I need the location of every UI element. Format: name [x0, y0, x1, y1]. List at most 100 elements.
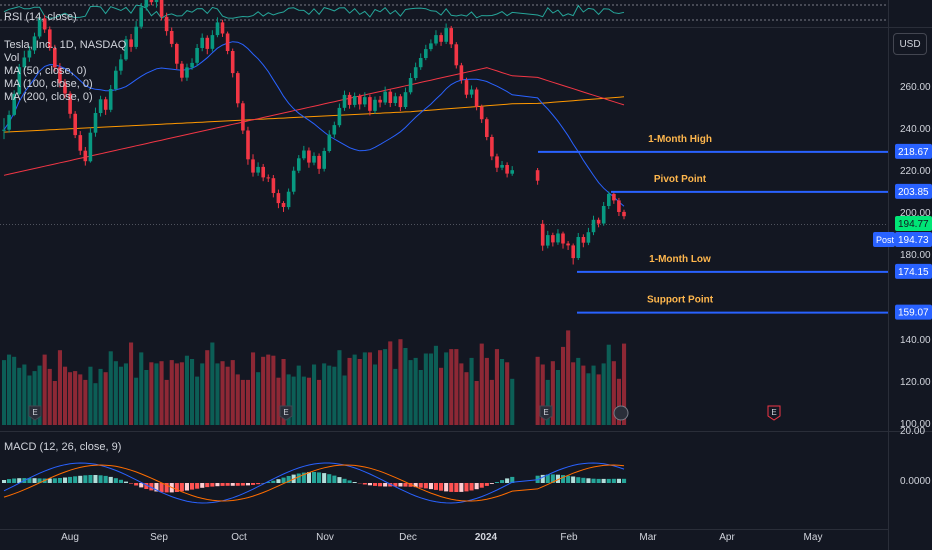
- macd-histogram-bar: [591, 478, 596, 483]
- volume-bar: [73, 371, 78, 425]
- macd-histogram-bar: [129, 483, 134, 484]
- volume-bar: [68, 372, 73, 425]
- macd-histogram-bar: [586, 478, 591, 483]
- macd-histogram-bar: [210, 483, 215, 487]
- candle-body: [434, 35, 438, 44]
- macd-histogram-bar: [68, 476, 73, 483]
- volume-bar: [500, 359, 505, 425]
- macd-histogram-bar: [398, 483, 403, 487]
- macd-histogram-bar: [256, 483, 261, 485]
- macd-legend[interactable]: MACD (12, 26, close, 9): [4, 441, 122, 453]
- volume-bar: [479, 343, 484, 425]
- volume-bar: [154, 363, 159, 425]
- annotation-label: 1-Month Low: [649, 254, 711, 265]
- price-badge-label: 174.15: [898, 267, 929, 278]
- candle-body: [393, 96, 398, 103]
- candle-body: [607, 193, 611, 206]
- volume-bar: [357, 359, 362, 425]
- volume-bar: [17, 367, 22, 425]
- volume-bar: [144, 370, 149, 425]
- currency-button[interactable]: USD: [893, 33, 927, 55]
- rsi-legend[interactable]: RSI (14, close): [4, 11, 77, 23]
- ma50-legend[interactable]: MA (50, close, 0): [4, 65, 87, 77]
- candle-body: [352, 96, 357, 105]
- price-badge-label: 159.07: [898, 308, 929, 319]
- volume-bar: [312, 364, 317, 425]
- candle-body: [464, 80, 469, 95]
- candle-body: [378, 99, 382, 103]
- macd-histogram-bar: [296, 473, 301, 483]
- candle-body: [200, 37, 204, 48]
- candle-body: [251, 159, 255, 173]
- vol-legend[interactable]: Vol: [4, 52, 20, 64]
- volume-bar: [601, 363, 606, 425]
- candle-body: [73, 113, 77, 136]
- volume-bar: [251, 352, 256, 425]
- macd-histogram-bar: [7, 479, 12, 483]
- volume-bar: [586, 373, 591, 425]
- price-badge: [895, 143, 932, 159]
- annotation-label: Support Point: [647, 295, 714, 306]
- macd-histogram-bar: [118, 479, 123, 483]
- candle-body: [271, 178, 276, 193]
- macd-histogram-bar: [342, 478, 347, 483]
- symbol-legend[interactable]: Tesla, Inc., 1D, NASDAQ: [4, 39, 127, 51]
- candle-body: [129, 39, 133, 47]
- candle-body: [403, 92, 408, 107]
- ma100-legend[interactable]: MA (100, close, 0): [4, 78, 93, 90]
- candle-body: [479, 106, 484, 120]
- candle-body: [586, 232, 591, 243]
- volume-bar: [22, 364, 27, 425]
- candle-body: [540, 223, 545, 246]
- macd-histogram-bar: [103, 475, 108, 483]
- annotation-label: 1-Month High: [648, 134, 712, 145]
- volume-bar: [301, 376, 306, 425]
- macd-histogram-bar: [306, 472, 311, 483]
- candle-body: [93, 113, 98, 133]
- volume-bar: [433, 345, 438, 425]
- volume-bar: [454, 349, 459, 425]
- volume-bar: [210, 342, 215, 425]
- candle-body: [2, 129, 6, 131]
- macd-tick-label: 20.00: [900, 426, 925, 437]
- volume-bar: [220, 361, 225, 425]
- volume-bar: [611, 361, 616, 425]
- macd-histogram-bar: [93, 475, 98, 483]
- candle-body: [164, 16, 169, 32]
- macd-histogram-bar: [2, 480, 7, 483]
- volume-bar: [606, 344, 611, 425]
- candle-body: [307, 150, 311, 163]
- candle-body: [246, 130, 250, 160]
- candle-body: [581, 237, 586, 243]
- candle-body: [495, 156, 499, 168]
- macd-histogram-bar: [601, 478, 606, 483]
- macd-histogram-bar: [510, 476, 515, 483]
- price-badge: [895, 304, 932, 320]
- ma50-line: [3, 41, 625, 207]
- macd-histogram-bar: [37, 478, 42, 483]
- candle-body: [58, 67, 62, 84]
- volume-bar: [373, 364, 378, 425]
- volume-bar: [52, 381, 57, 425]
- macd-histogram-bar: [63, 477, 68, 483]
- candle-body: [408, 78, 413, 93]
- candle-body: [317, 155, 321, 169]
- macd-histogram-bar: [12, 478, 17, 483]
- volume-bar: [12, 356, 17, 425]
- volume-bar: [317, 379, 322, 425]
- macd-histogram-bar: [83, 475, 88, 483]
- macd-histogram-bar: [545, 474, 550, 483]
- ma200-legend[interactable]: MA (200, close, 0): [4, 91, 93, 103]
- candle-body: [180, 63, 184, 78]
- candle-body: [144, 0, 149, 8]
- y-tick-label: 260.00: [900, 82, 931, 93]
- candle-body: [454, 44, 459, 66]
- candle-body: [398, 96, 403, 108]
- volume-bar: [32, 371, 37, 425]
- candle-body: [169, 31, 174, 44]
- candle-body: [261, 166, 265, 178]
- price-badge: [895, 263, 932, 279]
- volume-bar: [561, 346, 566, 425]
- volume-bar: [88, 366, 93, 425]
